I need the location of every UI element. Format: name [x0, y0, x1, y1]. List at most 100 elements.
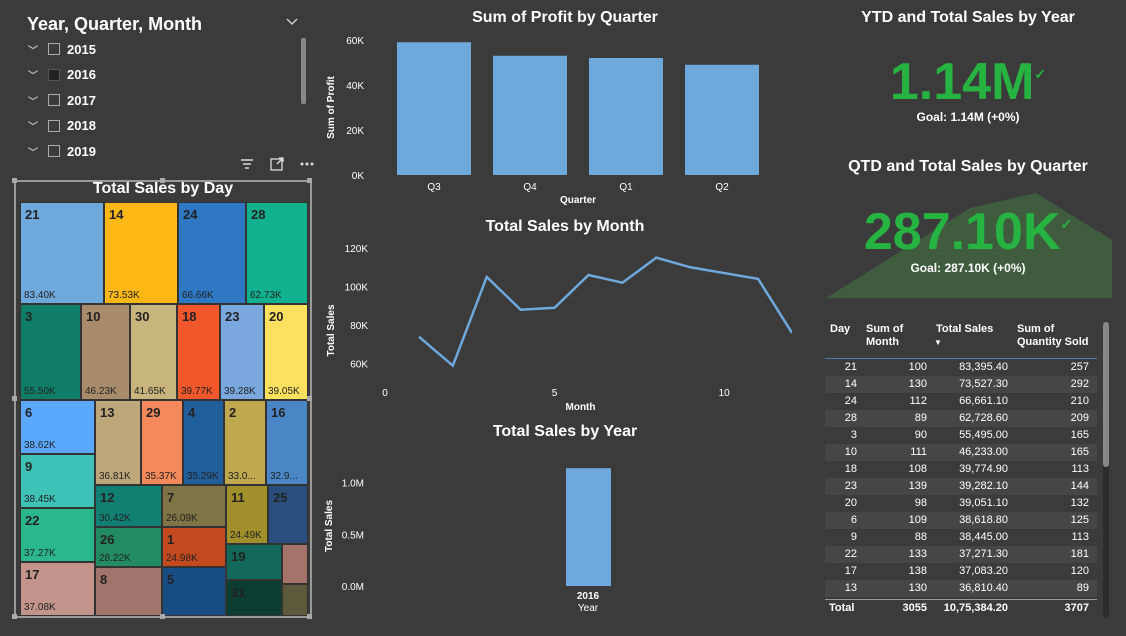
- treemap-tile[interactable]: 6 38.62K: [20, 400, 95, 454]
- checkbox[interactable]: [48, 43, 60, 55]
- treemap-tile[interactable]: 26 28.22K: [95, 527, 162, 567]
- treemap-tile[interactable]: 14 73.53K: [104, 202, 178, 304]
- treemap-tile[interactable]: 28 62.73K: [246, 202, 308, 304]
- slicer-scrollbar[interactable]: [301, 38, 306, 104]
- treemap-tile[interactable]: 8: [95, 567, 162, 616]
- focus-mode-icon[interactable]: [269, 156, 285, 172]
- column-header-sum-of-month[interactable]: Sum of Month: [866, 323, 904, 348]
- sales-by-month-chart[interactable]: 60K 80K 100K 120K 0 5 10 Month Total Sales: [322, 236, 792, 416]
- tile-day: 19: [231, 549, 246, 564]
- checkbox[interactable]: [48, 145, 60, 157]
- resize-handle[interactable]: [12, 178, 17, 183]
- treemap-tile[interactable]: 12 30.42K: [95, 485, 162, 527]
- tile-day: 6: [25, 405, 33, 420]
- sales-line[interactable]: [418, 256, 792, 368]
- table-row[interactable]: 13 130 36,810.40 89: [825, 580, 1097, 597]
- tile-value: 35.37K: [145, 471, 177, 482]
- total-sales-by-day-treemap[interactable]: 21 83.40K 14 73.53K 24 66.66K 28 62.73K 3 55.50K 1…: [14, 180, 312, 618]
- treemap-tile[interactable]: 10 46.23K: [81, 304, 130, 400]
- year-quarter-month-slicer[interactable]: Year, Quarter, Month ﹀ 2015 ﹀ 2016 ﹀ 2017 ﹀ 201…: [20, 8, 314, 171]
- resize-handle[interactable]: [307, 178, 312, 183]
- tile-value: 38.45K: [24, 494, 56, 505]
- chevron-down-icon[interactable]: ﹀: [28, 147, 38, 159]
- treemap-tile[interactable]: 29 35.37K: [141, 400, 183, 485]
- slicer-item[interactable]: ﹀ 2016: [28, 65, 96, 85]
- checkbox[interactable]: [48, 94, 60, 106]
- treemap-tile[interactable]: 16 32.9...: [266, 400, 308, 485]
- treemap-tile[interactable]: 5: [162, 567, 226, 616]
- treemap-tile[interactable]: [282, 584, 308, 616]
- treemap-tile[interactable]: 22 37.27K: [20, 508, 95, 562]
- sales-by-day-table[interactable]: Day Sum of Month Total Sales ▼ Sum of Quant…: [825, 318, 1113, 618]
- table-row[interactable]: 23 139 39,282.10 144: [825, 478, 1097, 495]
- chevron-down-icon[interactable]: ﹀: [28, 71, 38, 82]
- cell-quantity: 257: [1070, 361, 1089, 373]
- treemap-tile[interactable]: 19: [226, 544, 282, 580]
- slicer-item[interactable]: ﹀ 2018: [28, 116, 96, 136]
- profit-by-quarter-chart[interactable]: 0K 20K 40K 60K Q3 Q4 Q1 Q2 Quarter Sum of Profit: [322, 28, 792, 208]
- treemap-tile[interactable]: 2 33.0...: [224, 400, 266, 485]
- resize-handle[interactable]: [307, 396, 312, 401]
- table-row[interactable]: 20 98 39,051.10 132: [825, 495, 1097, 512]
- chevron-down-icon[interactable]: ﹀: [28, 96, 38, 108]
- more-options-icon[interactable]: [299, 156, 315, 172]
- treemap-tile[interactable]: 23 39.28K: [220, 304, 264, 400]
- checkbox[interactable]: [48, 68, 60, 81]
- treemap-tile[interactable]: 1 24.98K: [162, 527, 226, 567]
- table-row[interactable]: 22 133 37,271.30 181: [825, 546, 1097, 563]
- table-row[interactable]: 14 130 73,527.30 292: [825, 376, 1097, 393]
- chevron-down-icon[interactable]: ﹀: [28, 122, 38, 133]
- table-row[interactable]: 17 138 37,083.20 120: [825, 563, 1097, 580]
- table-scrollbar[interactable]: [1103, 322, 1109, 618]
- treemap-tile[interactable]: 25: [268, 485, 308, 544]
- cell-sum-month: 139: [908, 480, 927, 492]
- slicer-item[interactable]: ﹀ 2019: [28, 141, 96, 161]
- slicer-item[interactable]: ﹀ 2017: [28, 90, 96, 110]
- treemap-tile[interactable]: 9 38.45K: [20, 454, 95, 508]
- treemap-tile[interactable]: 21 83.40K: [20, 202, 104, 304]
- resize-handle[interactable]: [12, 396, 17, 401]
- treemap-tile[interactable]: 24 66.66K: [178, 202, 246, 304]
- treemap-tile[interactable]: 20 39.05K: [264, 304, 308, 400]
- chevron-down-icon[interactable]: [286, 16, 298, 28]
- table-row[interactable]: 24 112 66,661.10 210: [825, 393, 1097, 410]
- bar[interactable]: [397, 42, 471, 175]
- table-row[interactable]: 10 111 46,233.00 165: [825, 444, 1097, 461]
- column-header-day[interactable]: Day: [830, 323, 851, 335]
- treemap-tile[interactable]: 3 55.50K: [20, 304, 81, 400]
- table-row[interactable]: 6 109 38,618.80 125: [825, 512, 1097, 529]
- treemap-tile[interactable]: 18 39.77K: [177, 304, 220, 400]
- cell-sum-month: 89: [914, 412, 927, 424]
- month-chart-title: Total Sales by Month: [485, 218, 645, 235]
- slicer-item[interactable]: ﹀ 2015: [28, 39, 96, 59]
- bar[interactable]: [566, 468, 611, 586]
- table-row[interactable]: 3 90 55,495.00 165: [825, 427, 1097, 444]
- cell-day: 21: [844, 361, 857, 373]
- bar[interactable]: [685, 64, 759, 175]
- treemap-tile[interactable]: 4 35.29K: [183, 400, 224, 485]
- table-row[interactable]: 21 100 83,395.40 257: [825, 359, 1097, 376]
- filter-icon[interactable]: [239, 156, 255, 172]
- resize-handle[interactable]: [160, 178, 165, 183]
- bar[interactable]: [589, 58, 663, 175]
- treemap-tile[interactable]: 31: [226, 580, 282, 616]
- treemap-tile[interactable]: 11 24.49K: [226, 485, 268, 544]
- tile-day: 12: [100, 490, 115, 505]
- checkbox[interactable]: [48, 119, 60, 132]
- chevron-down-icon[interactable]: ﹀: [28, 45, 38, 57]
- treemap-tile[interactable]: 7 26.09K: [162, 485, 226, 527]
- resize-handle[interactable]: [307, 614, 312, 619]
- treemap-tile[interactable]: [282, 544, 308, 584]
- bar[interactable]: [493, 55, 567, 175]
- table-row[interactable]: 18 108 39,774.90 113: [825, 461, 1097, 478]
- treemap-tile[interactable]: 13 36.81K: [95, 400, 141, 485]
- table-row[interactable]: 28 89 62,728.60 209: [825, 410, 1097, 427]
- treemap-tile[interactable]: 17 37.08K: [20, 562, 95, 616]
- treemap-tile[interactable]: 30 41.65K: [130, 304, 177, 400]
- resize-handle[interactable]: [12, 614, 17, 619]
- resize-handle[interactable]: [160, 614, 165, 619]
- column-header-total-sales[interactable]: Total Sales ▼: [934, 323, 994, 347]
- table-row[interactable]: 9 88 38,445.00 113: [825, 529, 1097, 546]
- column-header-quantity-sold[interactable]: Sum of Quantity Sold: [1017, 323, 1089, 348]
